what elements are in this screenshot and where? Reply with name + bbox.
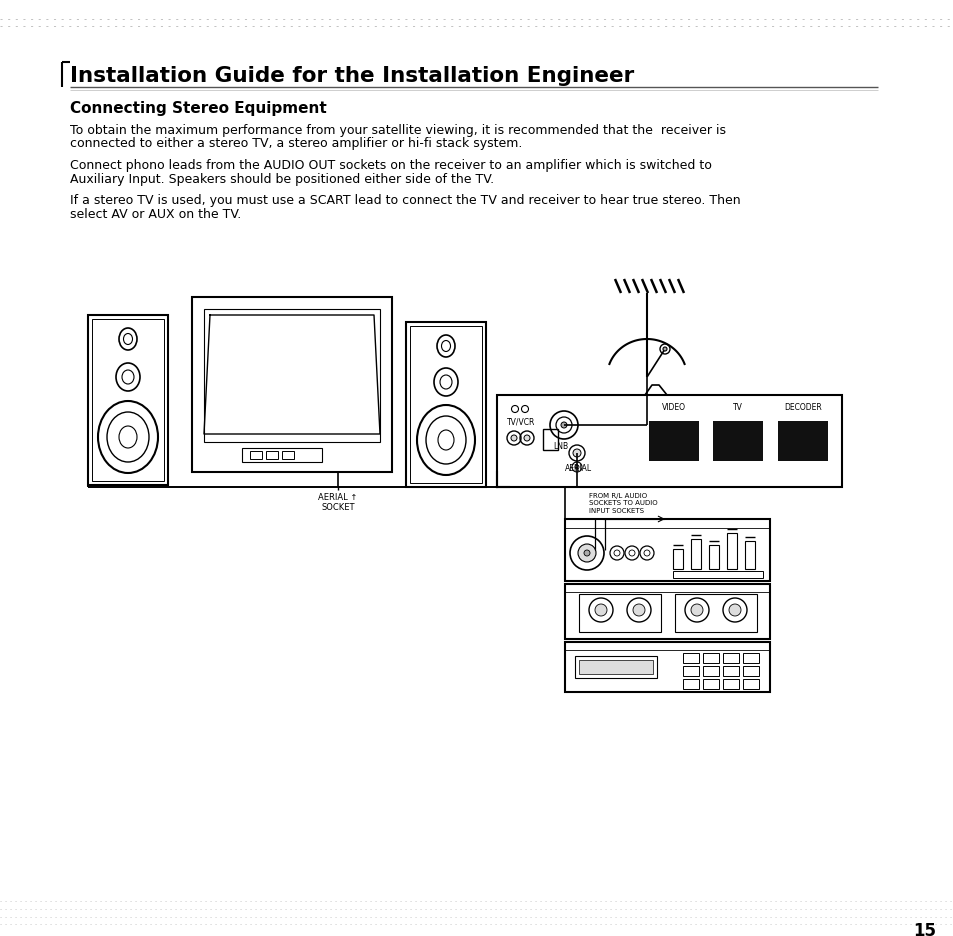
Bar — [682, 653, 699, 664]
Text: Auxiliary Input. Speakers should be positioned either side of the TV.: Auxiliary Input. Speakers should be posi… — [70, 172, 494, 185]
Circle shape — [728, 605, 740, 616]
Bar — [204, 310, 379, 443]
Bar — [542, 430, 558, 450]
Text: VIDEO: VIDEO — [661, 402, 685, 412]
Bar — [682, 666, 699, 677]
Circle shape — [662, 347, 666, 352]
Bar — [722, 666, 739, 677]
Text: TV: TV — [732, 402, 742, 412]
Text: LNB: LNB — [553, 442, 568, 450]
Text: TV/VCR: TV/VCR — [506, 417, 535, 427]
Circle shape — [583, 550, 589, 556]
Bar — [742, 680, 759, 689]
Bar — [722, 653, 739, 664]
Bar — [778, 421, 827, 461]
Bar — [682, 680, 699, 689]
Bar — [672, 549, 682, 569]
Bar — [708, 546, 719, 569]
Text: To obtain the maximum performance from your satellite viewing, it is recommended: To obtain the maximum performance from y… — [70, 124, 725, 137]
Bar — [648, 421, 699, 461]
Text: FROM R/L AUDIO
SOCKETS TO AUDIO
INPUT SOCKETS: FROM R/L AUDIO SOCKETS TO AUDIO INPUT SO… — [588, 492, 657, 514]
Bar — [742, 653, 759, 664]
Bar — [744, 541, 754, 569]
Bar — [497, 396, 841, 488]
Circle shape — [511, 435, 517, 442]
Bar — [564, 584, 769, 639]
Bar — [712, 421, 762, 461]
Circle shape — [575, 465, 578, 470]
Circle shape — [690, 605, 702, 616]
Circle shape — [595, 605, 606, 616]
Circle shape — [573, 449, 580, 458]
Bar — [406, 323, 485, 488]
Circle shape — [523, 435, 530, 442]
Bar — [702, 680, 719, 689]
Text: AERIAL ↑
SOCKET: AERIAL ↑ SOCKET — [318, 492, 357, 512]
Bar — [91, 320, 164, 481]
Bar — [578, 594, 660, 633]
Bar — [88, 315, 168, 486]
Bar — [192, 298, 392, 473]
Text: connected to either a stereo TV, a stereo amplifier or hi-fi stack system.: connected to either a stereo TV, a stere… — [70, 138, 522, 151]
Bar — [578, 660, 652, 674]
Text: If a stereo TV is used, you must use a SCART lead to connect the TV and receiver: If a stereo TV is used, you must use a S… — [70, 194, 740, 207]
Bar — [564, 642, 769, 693]
Bar — [242, 448, 322, 462]
Circle shape — [633, 605, 644, 616]
Bar — [702, 653, 719, 664]
Circle shape — [578, 545, 596, 563]
Text: 15: 15 — [913, 921, 936, 936]
Bar — [742, 666, 759, 677]
Bar — [675, 594, 757, 633]
Bar — [410, 327, 481, 484]
Text: Connecting Stereo Equipment: Connecting Stereo Equipment — [70, 101, 327, 116]
Bar — [726, 534, 737, 569]
Bar — [575, 656, 657, 679]
Bar — [282, 451, 294, 460]
Text: Installation Guide for the Installation Engineer: Installation Guide for the Installation … — [70, 66, 634, 86]
Bar — [702, 666, 719, 677]
Text: Connect phono leads from the AUDIO OUT sockets on the receiver to an amplifier w: Connect phono leads from the AUDIO OUT s… — [70, 159, 711, 172]
Circle shape — [560, 422, 566, 429]
Bar — [266, 451, 277, 460]
Text: AERIAL: AERIAL — [564, 463, 592, 473]
Bar — [564, 519, 769, 581]
Bar — [690, 539, 700, 569]
Bar — [722, 680, 739, 689]
Text: select AV or AUX on the TV.: select AV or AUX on the TV. — [70, 207, 241, 220]
Bar — [672, 571, 762, 578]
Text: DECODER: DECODER — [783, 402, 821, 412]
Bar — [250, 451, 262, 460]
